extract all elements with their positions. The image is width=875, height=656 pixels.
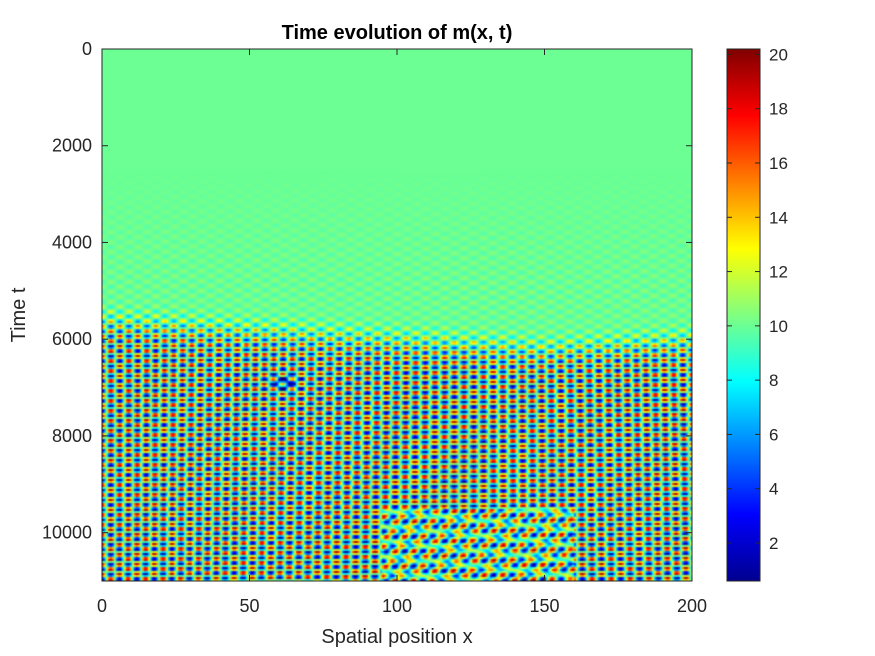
plot-area xyxy=(101,48,693,582)
colorbar-tick-label: 18 xyxy=(769,100,788,119)
colorbar-tick-label: 6 xyxy=(769,425,778,444)
x-axis-label: Spatial position x xyxy=(321,626,472,648)
chart-title: Time evolution of m(x, t) xyxy=(282,22,513,44)
x-tick-label: 150 xyxy=(529,596,559,616)
y-tick-label: 6000 xyxy=(52,329,92,349)
x-tick-label: 0 xyxy=(97,596,107,616)
y-axis-label: Time t xyxy=(8,287,30,342)
colorbar-tick-label: 20 xyxy=(769,45,788,64)
colorbar-tick-label: 10 xyxy=(769,317,788,336)
colorbar-tick-label: 14 xyxy=(769,208,788,227)
colorbar-tick-label: 16 xyxy=(769,154,788,173)
y-tick-label: 10000 xyxy=(42,523,92,543)
colorbar-tick-label: 12 xyxy=(769,263,788,282)
x-tick-label: 200 xyxy=(677,596,707,616)
heatmap-image xyxy=(102,49,692,581)
y-axis-ticks: 0 2000 4000 6000 8000 10000 xyxy=(42,39,692,543)
colorbar-ticks: 2 4 6 8 10 12 14 16 18 20 xyxy=(727,45,788,553)
x-tick-label: 100 xyxy=(382,596,412,616)
colorbar: 2 4 6 8 10 12 14 16 18 20 xyxy=(726,45,788,582)
x-axis-ticks: 0 50 100 150 200 xyxy=(97,49,707,616)
y-tick-label: 8000 xyxy=(52,426,92,446)
colorbar-gradient xyxy=(727,49,760,581)
y-tick-label: 2000 xyxy=(52,136,92,156)
colorbar-tick-label: 8 xyxy=(769,371,778,390)
colorbar-tick-label: 4 xyxy=(769,480,778,499)
colorbar-tick-label: 2 xyxy=(769,534,778,553)
colorbar-frame xyxy=(726,48,761,582)
y-tick-label: 4000 xyxy=(52,232,92,252)
x-tick-label: 50 xyxy=(239,596,259,616)
y-tick-label: 0 xyxy=(82,39,92,59)
heatmap-image-container xyxy=(102,49,692,581)
